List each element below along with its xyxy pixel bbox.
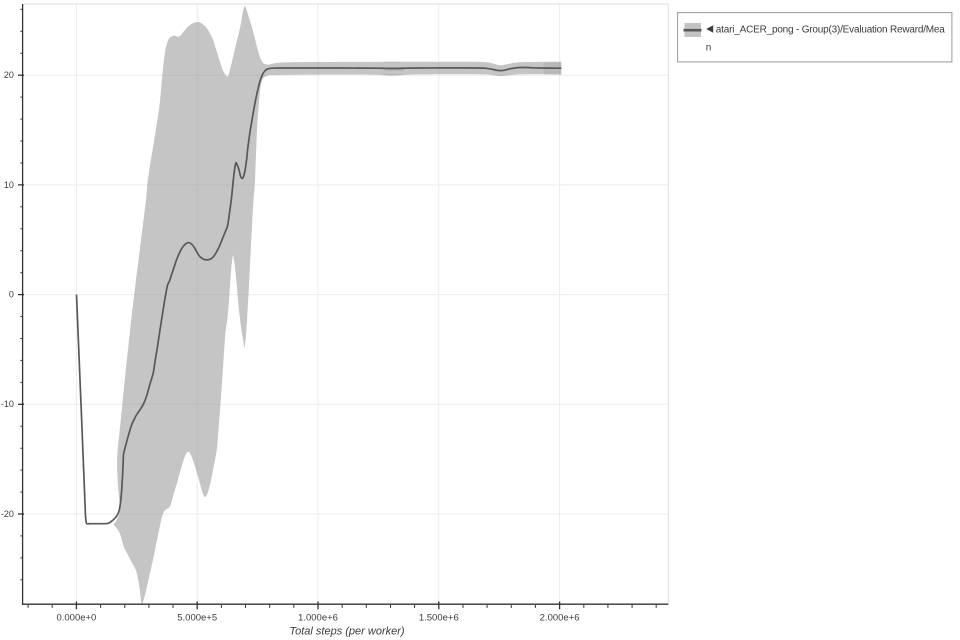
svg-text:20: 20	[4, 70, 14, 80]
svg-text:-20: -20	[1, 509, 14, 519]
svg-text:0: 0	[9, 290, 14, 300]
svg-text:1.000e+6: 1.000e+6	[298, 612, 338, 623]
svg-text:-10: -10	[1, 399, 14, 409]
svg-text:5.000e+5: 5.000e+5	[177, 612, 217, 623]
svg-text:2.000e+6: 2.000e+6	[540, 612, 580, 623]
svg-text:Total steps (per worker): Total steps (per worker)	[289, 626, 404, 638]
svg-text:atari_ACER_pong - Group(3)/Eva: atari_ACER_pong - Group(3)/Evaluation Re…	[716, 25, 945, 36]
svg-text:0.000e+0: 0.000e+0	[56, 612, 96, 623]
svg-text:1.500e+6: 1.500e+6	[419, 612, 459, 623]
svg-text:n: n	[706, 42, 712, 53]
svg-text:10: 10	[4, 180, 14, 190]
